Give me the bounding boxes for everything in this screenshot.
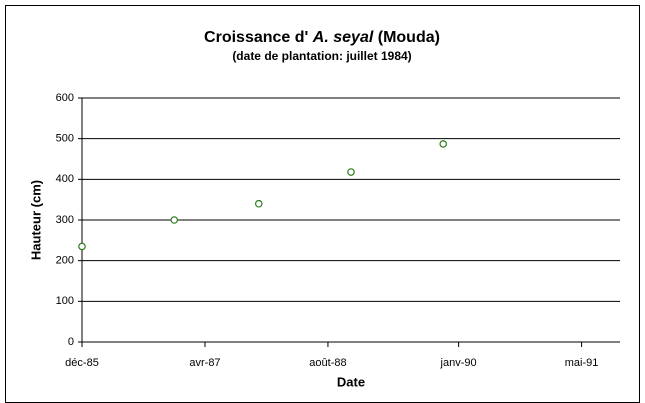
- chart-subtitle: (date de plantation: juillet 1984): [232, 49, 411, 63]
- title-part: A. seyal: [312, 29, 374, 46]
- y-tick-label: 400: [56, 173, 74, 185]
- chart-title: Croissance d' A. seyal (Mouda): [204, 29, 440, 46]
- chart-frame: [5, 5, 640, 403]
- x-tick-label: janv-90: [440, 357, 477, 369]
- x-tick-label: mai-91: [565, 357, 599, 369]
- data-point: [347, 168, 355, 176]
- y-axis-title: Hauteur (cm): [28, 180, 43, 260]
- y-tick-label: 200: [56, 255, 74, 267]
- data-point: [170, 216, 179, 224]
- title-part: Croissance d': [204, 29, 308, 46]
- x-tick-label: avr-87: [189, 357, 220, 369]
- y-tick-label: 600: [56, 92, 74, 104]
- y-tick-label: 100: [56, 295, 74, 307]
- data-point: [254, 199, 263, 208]
- x-axis-title: Date: [337, 374, 365, 389]
- title-part: (Mouda): [378, 29, 440, 46]
- y-tick-label: 0: [68, 336, 74, 348]
- data-point: [439, 140, 448, 148]
- x-tick-label: août-88: [309, 357, 346, 369]
- y-tick-label: 300: [56, 214, 74, 226]
- data-point: [78, 242, 86, 251]
- y-tick-label: 500: [56, 133, 74, 145]
- x-tick-label: déc-85: [65, 357, 99, 369]
